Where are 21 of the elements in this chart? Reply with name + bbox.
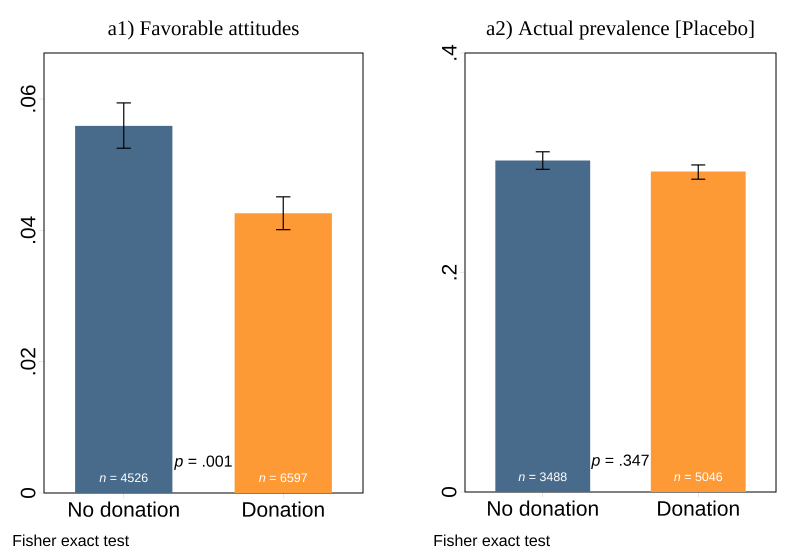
y-tick-label: 0	[442, 487, 456, 498]
annotation: n = 3488	[518, 472, 567, 482]
y-tick-label: .4	[442, 44, 456, 60]
y-tick-label: .06	[20, 85, 36, 112]
annotation: n = 6597	[259, 473, 308, 482]
x-tick-label: Donation	[243, 502, 324, 517]
y-tick-label: .2	[442, 264, 456, 280]
y-tick-label: .02	[20, 348, 36, 374]
y-tick-label: .04	[20, 216, 36, 243]
x-tick-label: No donation	[69, 502, 179, 517]
annotation: p = .347	[591, 454, 649, 469]
text: Fisher exact test	[434, 534, 550, 546]
y-tick-label: 0	[20, 488, 36, 498]
x-tick-label: No donation	[488, 500, 598, 516]
annotation: n = 5046	[674, 472, 722, 482]
chart-title: a2) Actual prevalence [Placebo]	[486, 20, 754, 40]
annotation: n = 4526	[100, 473, 148, 482]
x-tick-label: Donation	[658, 500, 739, 516]
text: Fisher exact test	[14, 534, 129, 546]
chart-title: a1) Favorable attitudes	[108, 20, 299, 40]
annotation: p = .001	[174, 455, 232, 470]
